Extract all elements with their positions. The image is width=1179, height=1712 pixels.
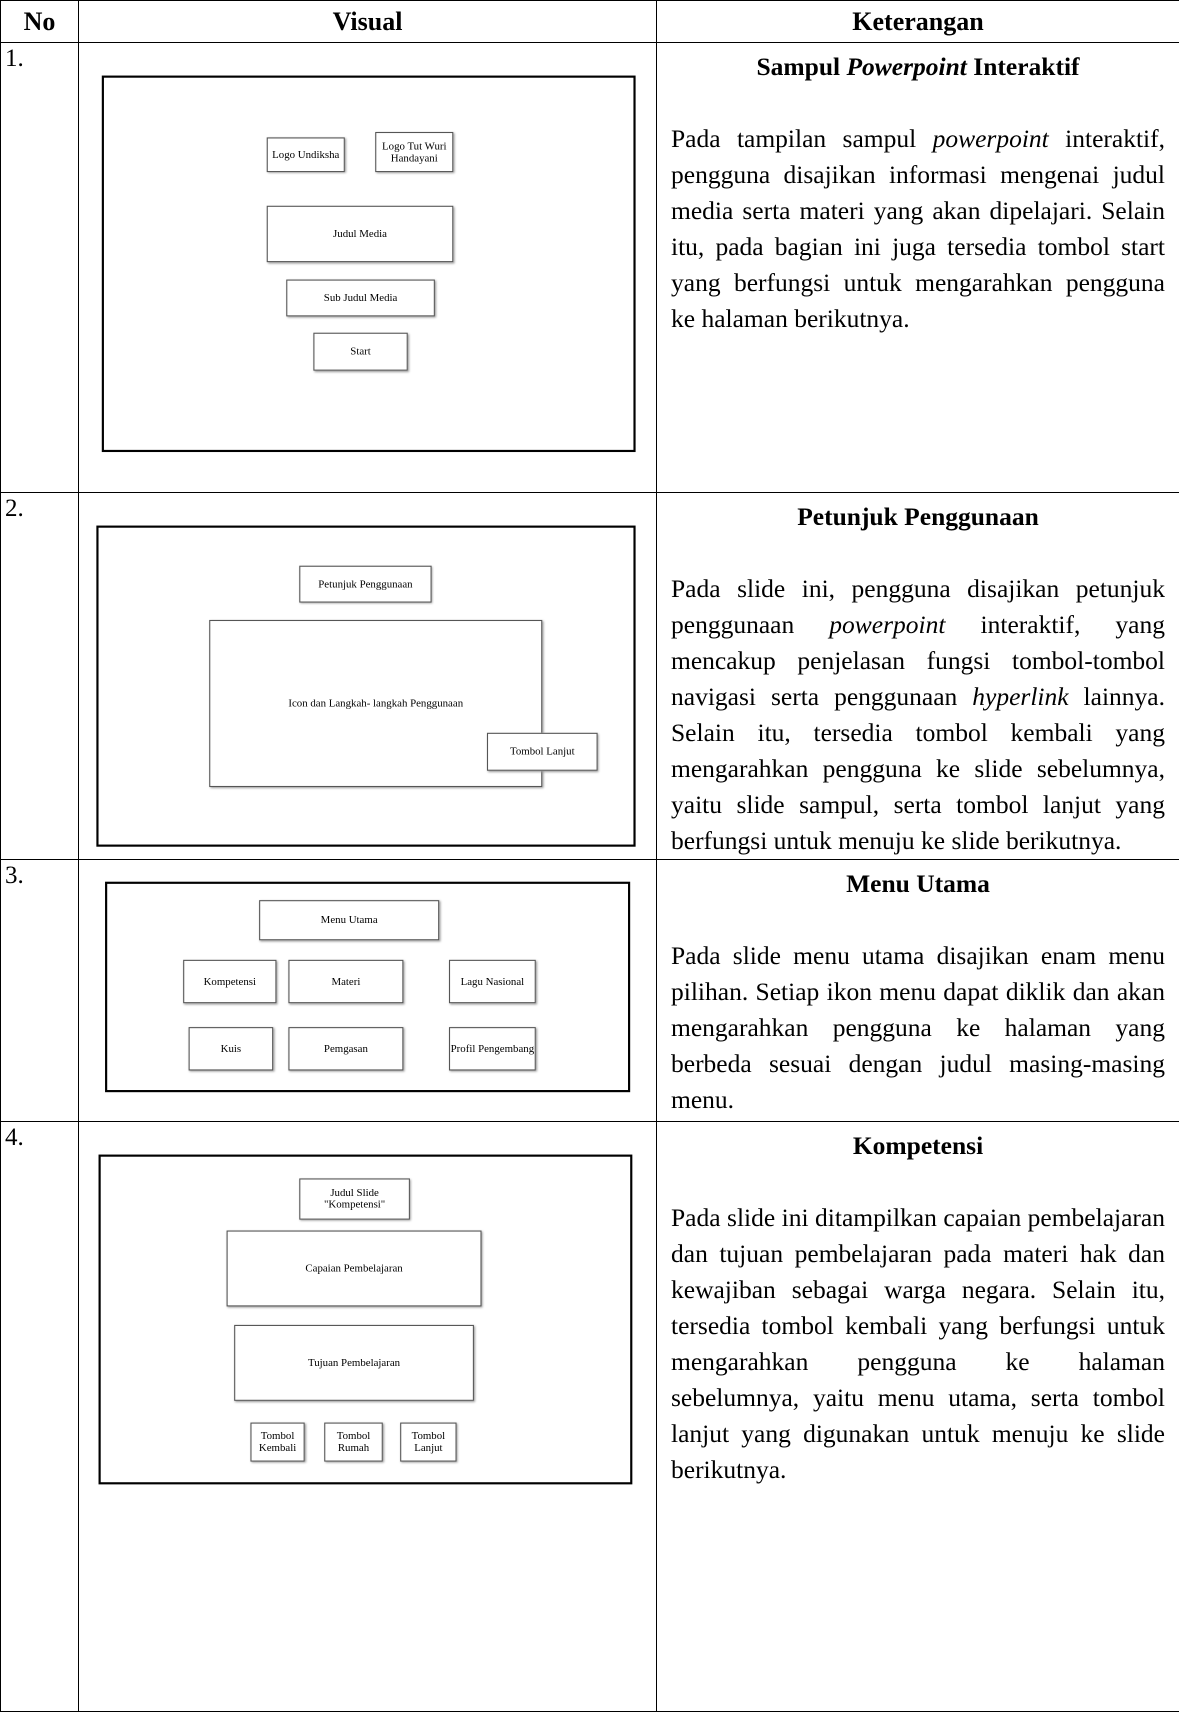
box: Lagu Nasional (449, 960, 536, 1003)
box: Capaian Pembelajaran (227, 1231, 482, 1307)
paragraph: Pada slide menu utama disajikan enam men… (671, 938, 1165, 1118)
box: Logo Tut Wuri Handayani (375, 132, 453, 172)
text: Powerpoint (846, 52, 966, 81)
visual: Petunjuk Penggunaan Icon dan Langkah- la… (79, 493, 657, 860)
text: Interaktif (967, 52, 1080, 81)
header: Visual (79, 1, 657, 43)
title: Petunjuk Penggunaan (671, 499, 1165, 535)
visual: Judul Slide "Kompetensi" Capaian Pembela… (79, 1122, 657, 1712)
row: 2. Petunjuk Penggunaan Icon dan Langkah-… (1, 493, 1179, 860)
slide-frame: Judul Slide "Kompetensi" Capaian Pembela… (99, 1155, 633, 1485)
button: Start (313, 333, 407, 371)
box: Sub Judul Media (286, 280, 435, 317)
slide-frame: Logo Undiksha Logo Tut Wuri Handayani Ju… (102, 76, 636, 452)
text: interaktif, pengguna disajikan informasi… (671, 124, 1165, 333)
box: Judul Slide "Kompetensi" (299, 1178, 410, 1219)
header: No (1, 1, 79, 43)
text: hyperlink (972, 682, 1068, 711)
paragraph: Pada slide ini, pengguna disajikan petun… (671, 571, 1165, 859)
row: 4. Judul Slide "Kompetensi" Capaian Pemb… (1, 1122, 1179, 1712)
text: Pada tampilan sampul (671, 124, 933, 153)
paragraph: Pada tampilan sampul powerpoint interakt… (671, 121, 1165, 337)
button: Tombol Lanjut (487, 733, 598, 771)
description-cell: Petunjuk Penggunaan Pada slide ini, peng… (657, 493, 1179, 860)
box: Materi (288, 960, 403, 1003)
title: Menu Utama (671, 866, 1165, 902)
title: Kompetensi (671, 1128, 1165, 1164)
slide-frame: Petunjuk Penggunaan Icon dan Langkah- la… (96, 526, 635, 847)
slide-frame: Menu Utama Kompetensi Materi Lagu Nasion… (105, 882, 630, 1092)
button: Tombol Kembali (250, 1423, 304, 1462)
header: Keterangan (657, 1, 1179, 43)
text: powerpoint (933, 124, 1049, 153)
row-number: 2. (1, 493, 79, 860)
description-cell: Menu Utama Pada slide menu utama disajik… (657, 860, 1179, 1122)
box: Judul Media (267, 206, 454, 262)
visual: Logo Undiksha Logo Tut Wuri Handayani Ju… (79, 43, 657, 493)
text: powerpoint (829, 610, 945, 639)
title: Sampul Powerpoint Interaktif (671, 49, 1165, 85)
button: Tombol Rumah (324, 1423, 383, 1462)
box: Petunjuk Penggunaan (299, 566, 431, 603)
row-number: 4. (1, 1122, 79, 1712)
row-number: 1. (1, 43, 79, 493)
button: Tombol Lanjut (400, 1423, 456, 1462)
text: Sampul (756, 52, 846, 81)
paragraph: Pada slide ini ditampilkan capaian pembe… (671, 1200, 1165, 1488)
description-cell: Sampul Powerpoint Interaktif Pada tampil… (657, 43, 1179, 493)
box: Kuis (189, 1027, 274, 1070)
box: Menu Utama (259, 900, 439, 940)
box: Tujuan Pembelajaran (234, 1325, 474, 1401)
box: Logo Undiksha (267, 137, 345, 172)
row: 1. Logo Undiksha Logo Tut Wuri Handayani… (1, 43, 1179, 493)
visual: Menu Utama Kompetensi Materi Lagu Nasion… (79, 860, 657, 1122)
description-cell: Kompetensi Pada slide ini ditampilkan ca… (657, 1122, 1179, 1712)
box: Profil Pengembang (449, 1027, 536, 1070)
row: 3. Menu Utama Kompetensi Materi Lagu Nas… (1, 860, 1179, 1122)
row-number: 3. (1, 860, 79, 1122)
box: Kompetensi (183, 960, 276, 1003)
box: Pemgasan (288, 1027, 403, 1070)
header-row: No Visual Keterangan (1, 1, 1179, 43)
